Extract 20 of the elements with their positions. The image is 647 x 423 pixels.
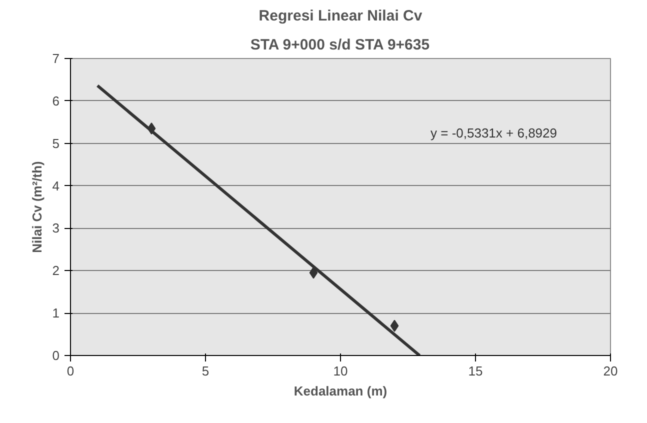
point <box>390 320 399 332</box>
annotation: y = -0,5331x + 6,8929 <box>430 126 557 140</box>
chart-subtitle: STA 9+000 s/d STA 9+635 <box>250 36 430 54</box>
x-tick-label: 20 <box>603 364 618 378</box>
point <box>309 266 318 279</box>
x-tick-label: 15 <box>468 364 483 378</box>
y-tick-label: 5 <box>52 136 60 151</box>
y-axis-title: Nilai Cv (m²/th) <box>29 161 44 253</box>
y-tick-label: 7 <box>52 51 60 66</box>
chart-title: Regresi Linear Nilai Cv <box>258 8 423 24</box>
x-axis-title: Kedalaman (m) <box>294 384 388 398</box>
y-tick-label: 0 <box>52 348 60 363</box>
x-tick-label: 5 <box>202 364 210 378</box>
y-tick-label: 4 <box>52 178 60 194</box>
x-tick-label: 10 <box>333 364 348 378</box>
y-tick-label: 2 <box>52 263 60 278</box>
y-tick-label: 1 <box>52 306 60 321</box>
x-tick-label: 0 <box>66 364 74 378</box>
y-tick-label: 6 <box>52 93 60 108</box>
y-tick-label: 3 <box>52 220 60 236</box>
